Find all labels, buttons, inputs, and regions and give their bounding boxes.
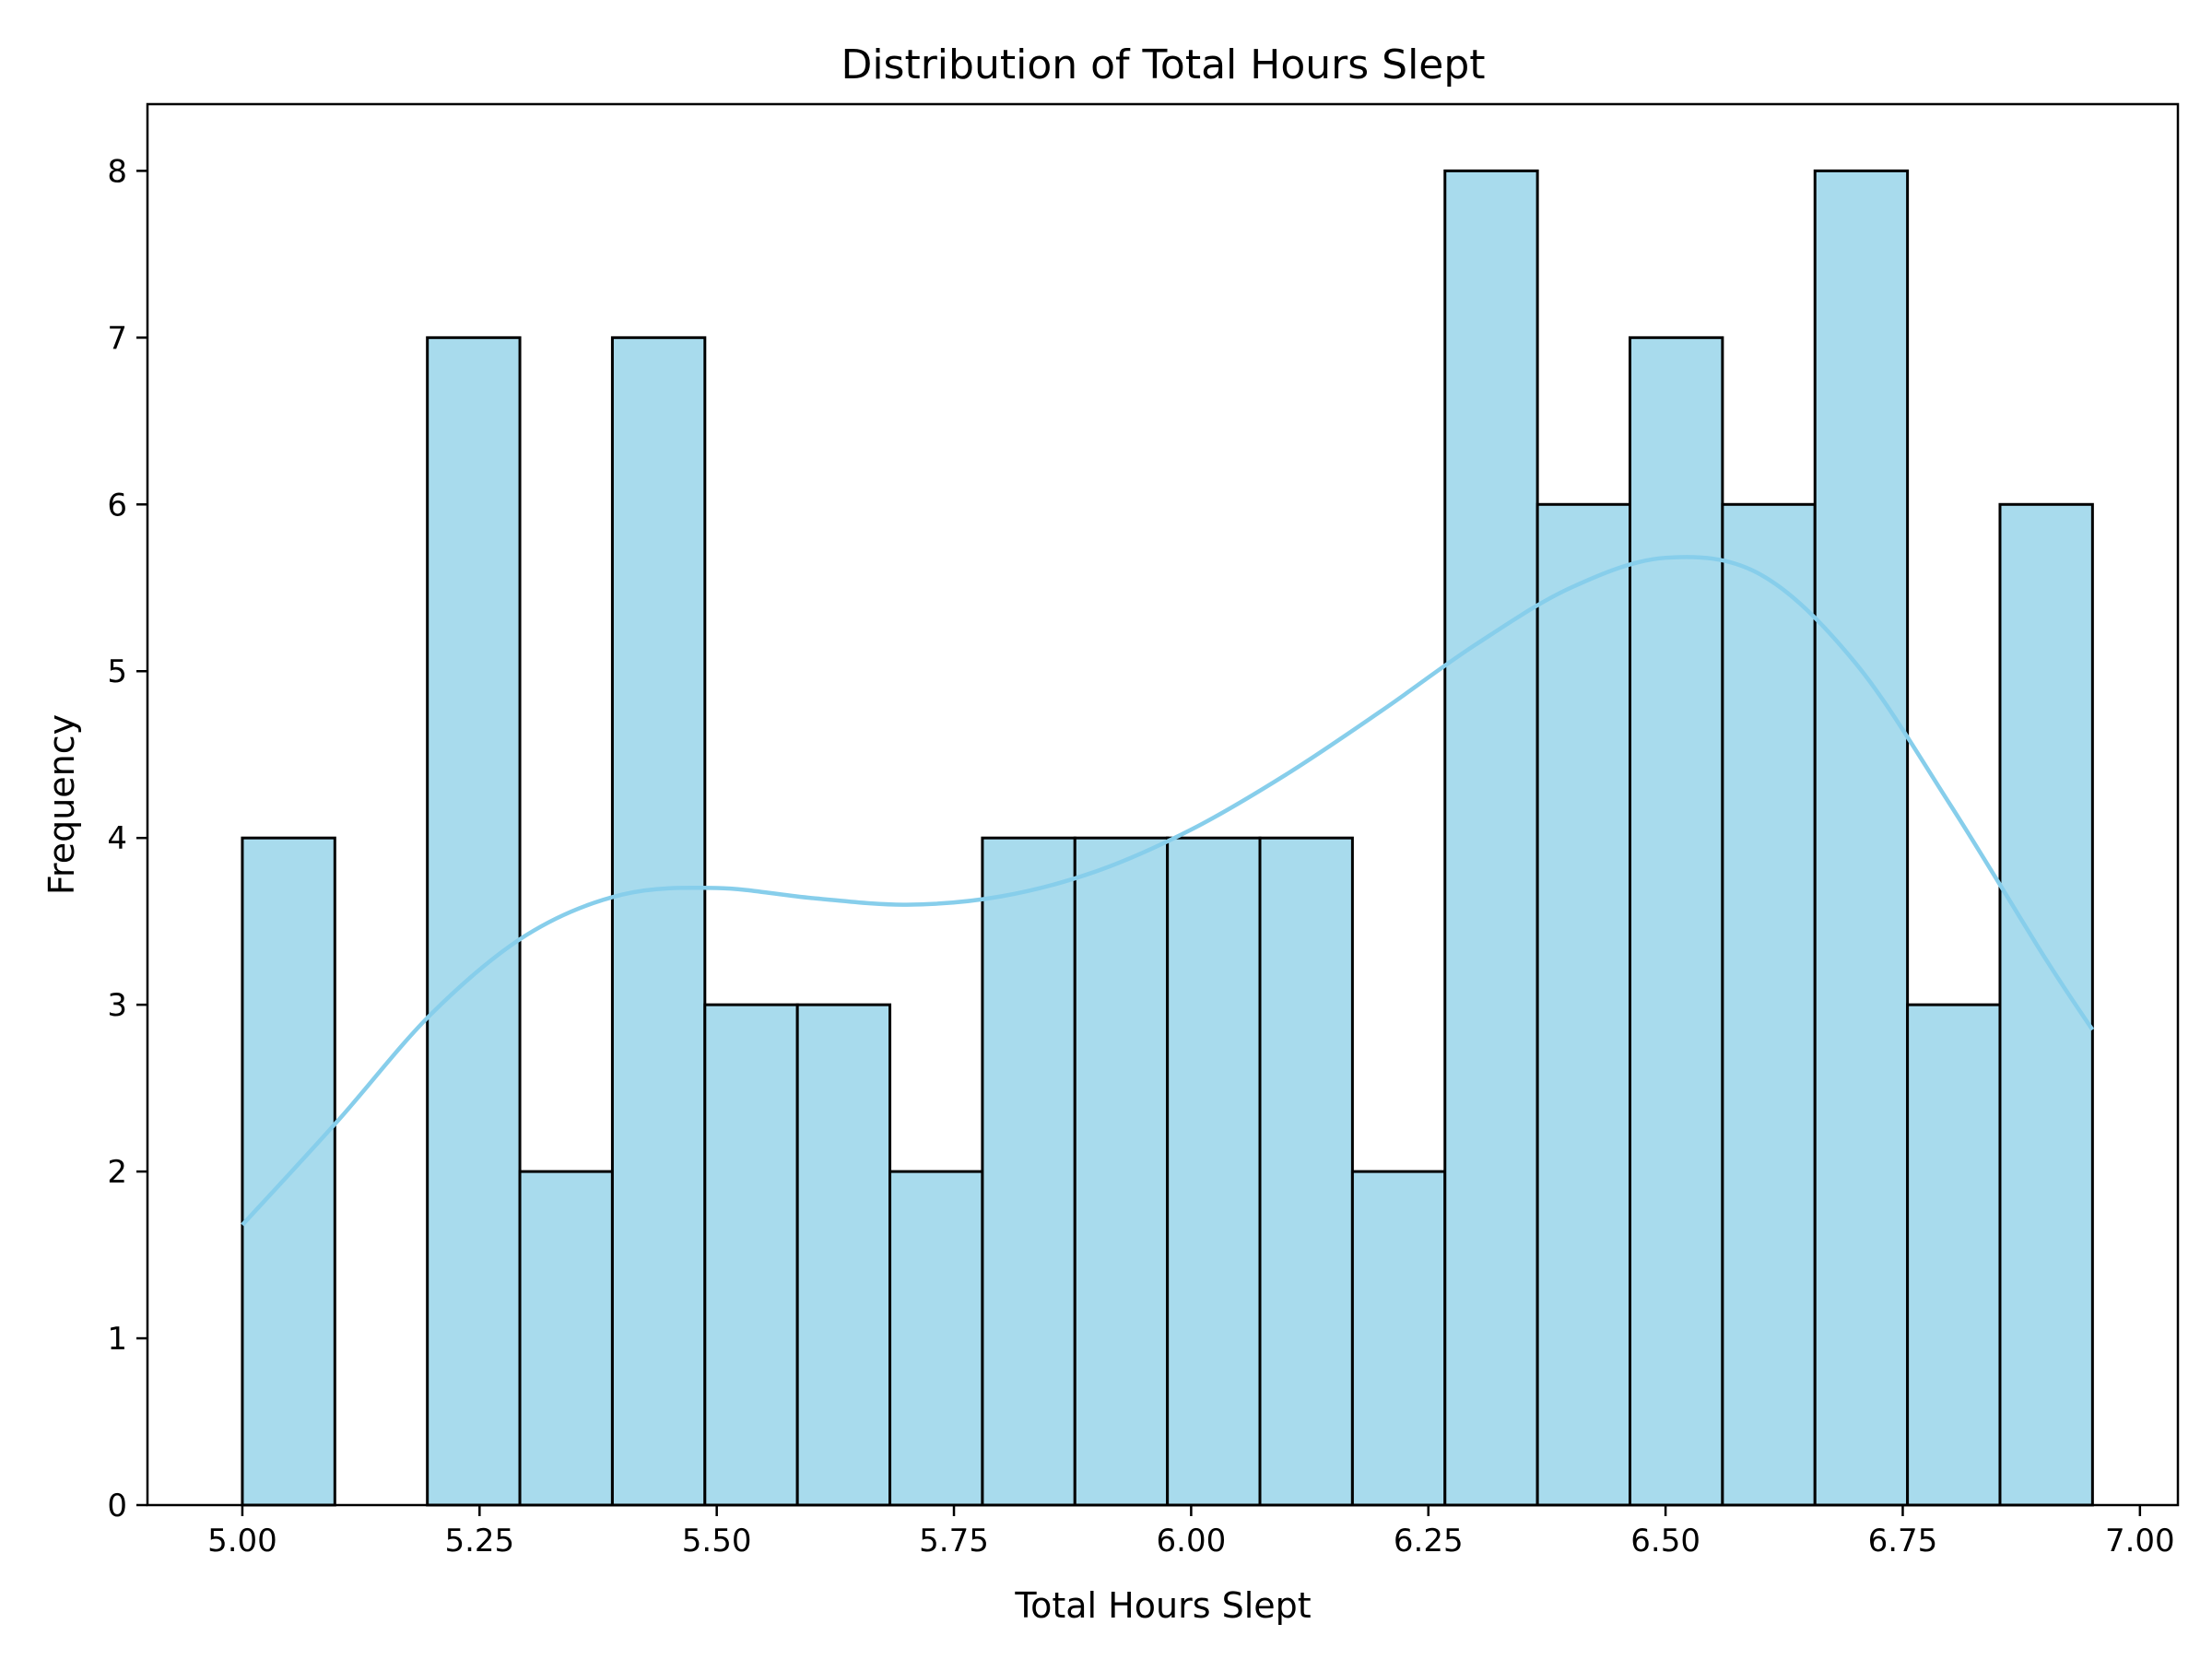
y-tick-label: 0 xyxy=(107,1488,127,1524)
x-tick-label: 6.75 xyxy=(1868,1523,1938,1559)
y-tick-label: 6 xyxy=(107,487,127,524)
y-tick-label: 1 xyxy=(107,1321,127,1358)
kde-curve xyxy=(241,555,2095,1227)
x-tick-label: 6.00 xyxy=(1157,1523,1227,1559)
plot-frame xyxy=(146,102,2180,1507)
histogram-bar xyxy=(703,1003,799,1507)
y-tick-label: 3 xyxy=(107,987,127,1024)
histogram-bar xyxy=(1535,502,1631,1507)
x-tick-label: 5.00 xyxy=(207,1523,277,1559)
histogram-bar xyxy=(610,335,707,1507)
x-tick-label: 5.75 xyxy=(919,1523,989,1559)
x-axis-ticks: 5.00 5.25 5.50 5.75 6.00 6.25 6.50 6.75 7.00 xyxy=(207,1505,2175,1559)
histogram-bar xyxy=(1443,169,1539,1507)
histogram-bar xyxy=(241,836,336,1507)
histogram-bar xyxy=(426,335,522,1507)
histogram-bar xyxy=(1906,1003,2002,1507)
x-tick-label: 5.50 xyxy=(682,1523,752,1559)
y-tick-label: 8 xyxy=(107,153,127,190)
y-axis-ticks: 0 1 2 3 4 5 6 7 8 xyxy=(107,153,147,1524)
y-tick-label: 7 xyxy=(107,320,127,357)
bars-group xyxy=(241,169,2094,1507)
chart-title: Distribution of Total Hours Slept xyxy=(841,41,1485,88)
histogram-bar xyxy=(1628,335,1724,1507)
x-tick-label: 6.50 xyxy=(1630,1523,1700,1559)
x-tick-label: 5.25 xyxy=(444,1523,514,1559)
histogram-bar xyxy=(1721,502,1817,1507)
histogram-bar xyxy=(1813,169,1910,1507)
y-axis-label: Frequency xyxy=(41,714,82,895)
histogram-bar xyxy=(1073,836,1170,1507)
y-tick-label: 4 xyxy=(107,820,127,857)
x-tick-label: 7.00 xyxy=(2105,1523,2175,1559)
histogram-bar xyxy=(795,1003,892,1507)
histogram-bar xyxy=(1350,1170,1447,1507)
histogram-bar xyxy=(1998,502,2094,1507)
histogram-bar xyxy=(981,836,1077,1507)
histogram-bar xyxy=(888,1170,984,1507)
y-tick-label: 2 xyxy=(107,1154,127,1191)
y-tick-label: 5 xyxy=(107,653,127,690)
histogram-bar xyxy=(1166,836,1262,1507)
histogram-bar xyxy=(518,1170,614,1507)
x-axis-label: Total Hours Slept xyxy=(1014,1585,1311,1626)
histogram-bar xyxy=(1258,836,1354,1507)
x-tick-label: 6.25 xyxy=(1394,1523,1464,1559)
